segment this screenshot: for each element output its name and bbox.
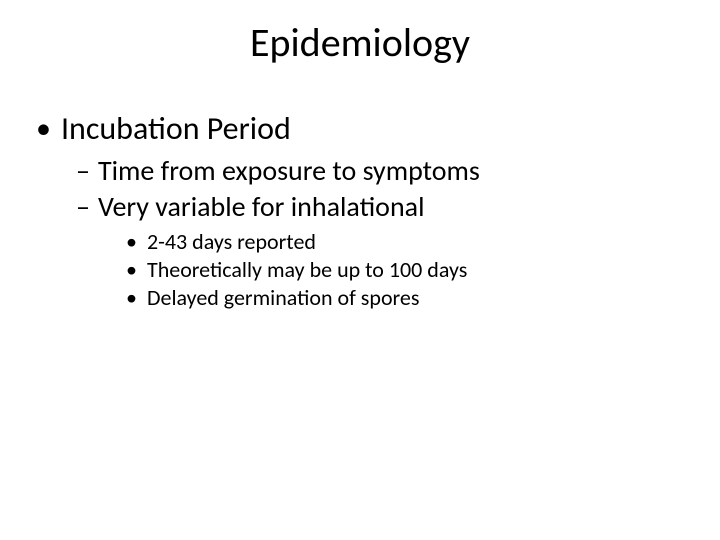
bullet-level2-group: – Time from exposure to symptoms – Very …	[76, 154, 684, 312]
bullet-level3-text: Theoretically may be up to 100 days	[147, 256, 467, 284]
bullet-level2-item: – Very variable for inhalational	[76, 190, 684, 224]
bullet-level2-text: Very variable for inhalational	[98, 190, 425, 224]
bullet-dot-icon: •	[126, 228, 137, 256]
bullet-level1-item: • Incubation Period	[36, 110, 684, 148]
bullet-dot-icon: •	[126, 256, 137, 284]
bullet-level3-item: • 2-43 days reported	[126, 228, 684, 256]
bullet-level2-item: – Time from exposure to symptoms	[76, 154, 684, 188]
slide-title: Epidemiology	[0, 18, 720, 67]
bullet-dot-icon: •	[36, 110, 51, 148]
slide: Epidemiology • Incubation Period – Time …	[0, 0, 720, 540]
bullet-level1-text: Incubation Period	[61, 110, 291, 148]
bullet-level3-text: Delayed germination of spores	[147, 284, 420, 312]
bullet-dash-icon: –	[76, 154, 90, 188]
bullet-level2-text: Time from exposure to symptoms	[98, 154, 480, 188]
bullet-level3-text: 2-43 days reported	[147, 228, 316, 256]
bullet-level3-item: • Theoretically may be up to 100 days	[126, 256, 684, 284]
bullet-dash-icon: –	[76, 190, 90, 224]
bullet-dot-icon: •	[126, 284, 137, 312]
bullet-level3-group: • 2-43 days reported • Theoretically may…	[126, 228, 684, 312]
bullet-level3-item: • Delayed germination of spores	[126, 284, 684, 312]
slide-content: • Incubation Period – Time from exposure…	[36, 110, 684, 312]
